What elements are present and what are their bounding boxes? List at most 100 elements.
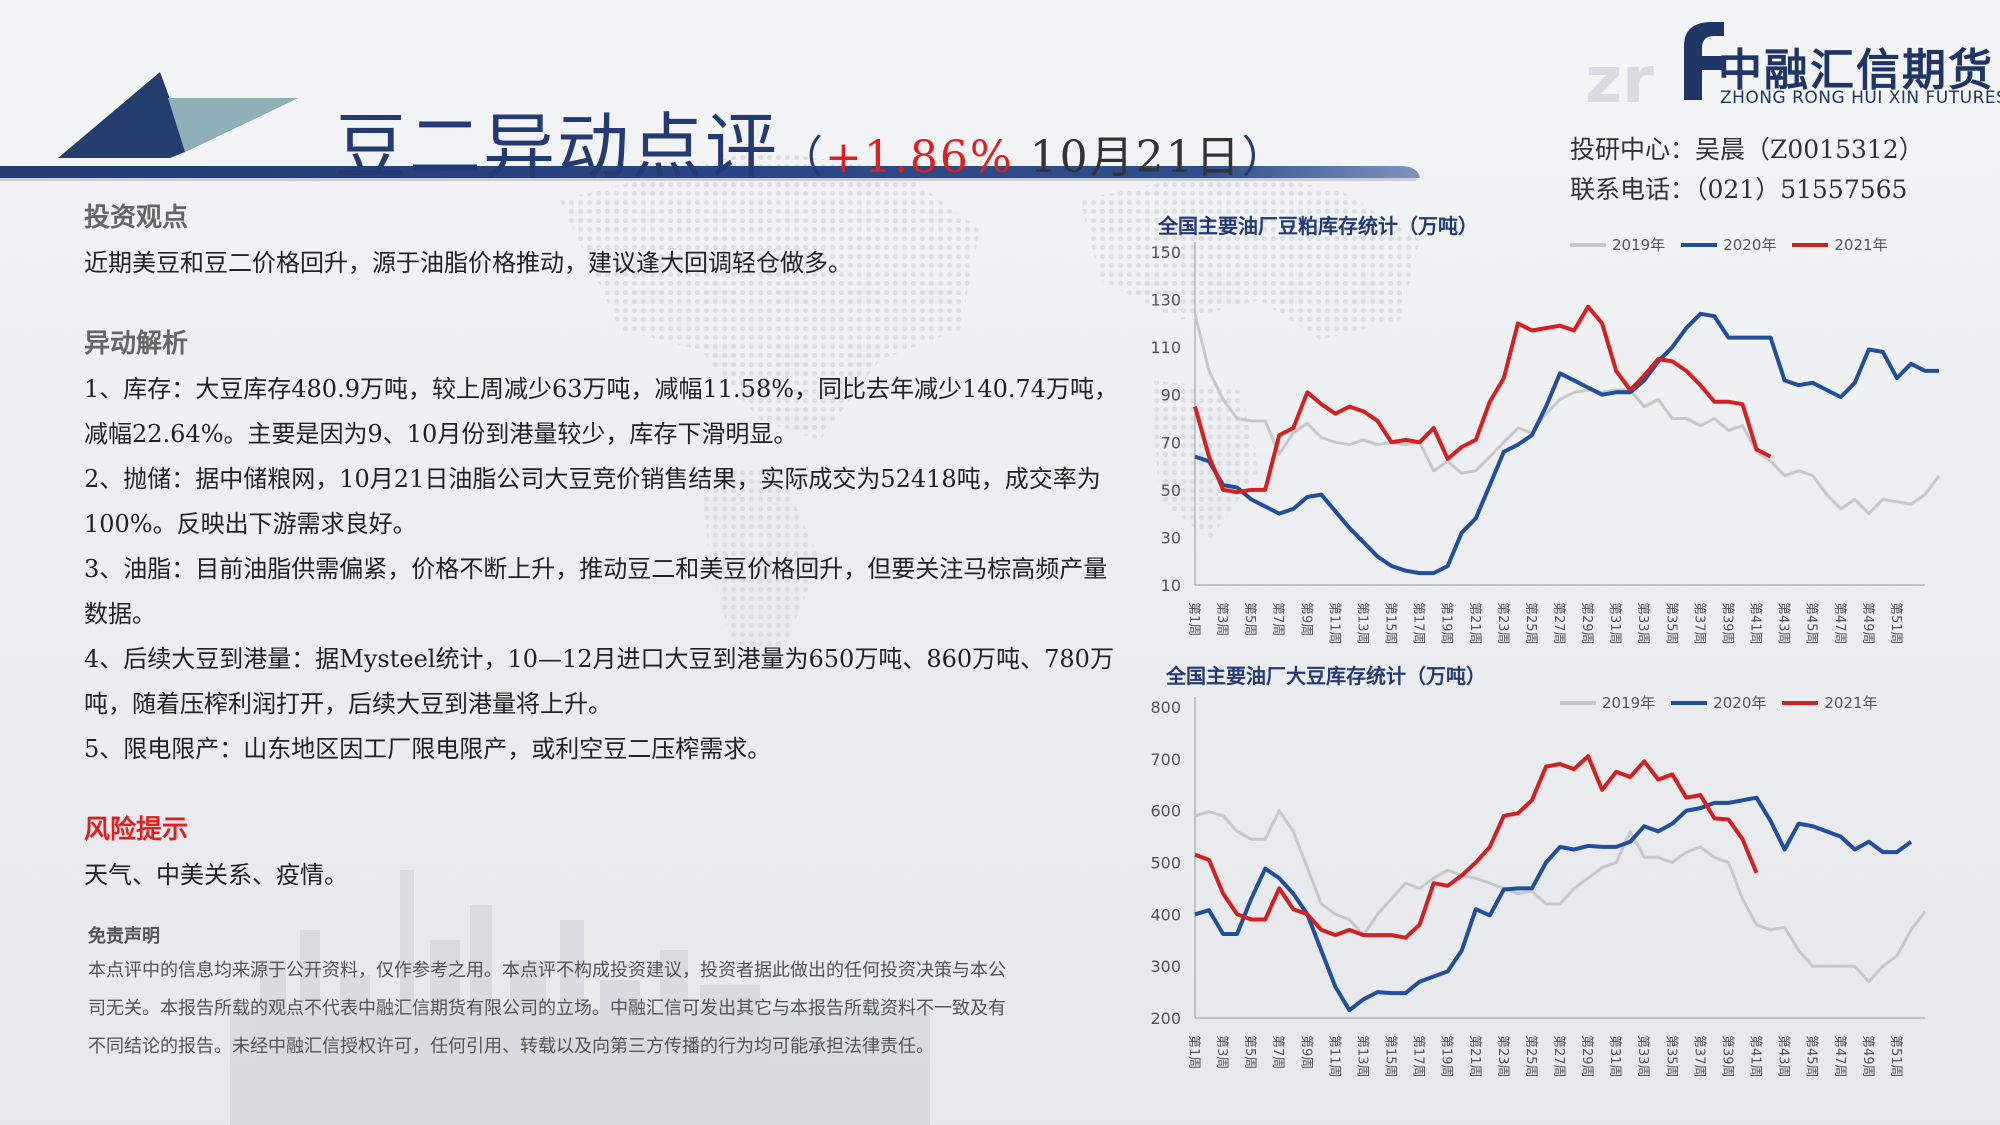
title-date: 10月21日 (1013, 132, 1242, 183)
analysis-item: 1、库存：大豆库存480.9万吨，较上周减少63万吨，减幅11.58%，同比去年… (84, 375, 1119, 448)
x-tick-label: 第45周 (1804, 1035, 1819, 1078)
view-heading: 投资观点 (84, 203, 189, 233)
x-tick-label: 第3周 (1214, 602, 1229, 636)
x-tick-label: 第27周 (1551, 1035, 1566, 1078)
analysis-item: 5、限电限产：山东地区因工厂限电限产，或利空豆二压榨需求。 (84, 735, 772, 763)
x-tick-label: 第39周 (1719, 1035, 1734, 1078)
x-tick-label: 第1周 (1186, 602, 1201, 636)
x-tick-label: 第43周 (1776, 1035, 1791, 1078)
legend-label: 2021年 (1824, 694, 1878, 712)
analysis-item: 3、油脂：目前油脂供需偏紧，价格不断上升，推动豆二和美豆价格回升，但要关注马棕高… (84, 555, 1108, 628)
x-tick-label: 第27周 (1551, 602, 1566, 645)
logo-mark-icon: zr (1585, 22, 1724, 118)
y-tick-label: 700 (1150, 750, 1181, 769)
x-tick-label: 第41周 (1748, 1035, 1763, 1078)
series-line (1193, 313, 1940, 516)
title-change-pct: +1.86% (825, 132, 1014, 183)
series-line (1194, 809, 1927, 984)
page-title: 豆二异动点评（+1.86% 10月21日） (335, 88, 1288, 193)
legend-label: 2021年 (1834, 236, 1888, 254)
analysis-item: 4、后续大豆到港量：据Mysteel统计，10—12月进口大豆到港量为650万吨… (84, 645, 1114, 718)
x-tick-label: 第25周 (1523, 602, 1538, 645)
x-tick-label: 第49周 (1860, 602, 1875, 645)
company-logo-en: ZHONG RONG HUI XIN FUTURES (1720, 88, 2000, 108)
x-tick-label: 第45周 (1804, 602, 1819, 645)
y-tick-label: 800 (1150, 698, 1181, 717)
legend-swatch (1671, 700, 1708, 705)
y-tick-label: 10 (1161, 576, 1181, 595)
contact-phone: 联系电话：（021）51557565 (1570, 175, 1908, 204)
x-tick-label: 第23周 (1495, 602, 1510, 645)
x-tick-label: 第43周 (1776, 602, 1791, 645)
x-tick-label: 第41周 (1748, 602, 1763, 645)
analysis-heading: 异动解析 (84, 329, 189, 359)
y-tick-label: 90 (1161, 386, 1181, 405)
x-tick-label: 第31周 (1607, 1035, 1622, 1078)
x-tick-label: 第29周 (1579, 1035, 1594, 1078)
series-line (1194, 795, 1913, 1013)
x-tick-label: 第7周 (1270, 602, 1285, 636)
x-tick-label: 第25周 (1523, 1035, 1538, 1078)
risk-text: 天气、中美关系、疫情。 (84, 861, 348, 889)
x-tick-label: 第9周 (1298, 602, 1313, 636)
header-band: zr (0, 22, 1724, 181)
y-tick-label: 400 (1150, 905, 1181, 924)
title-close-paren: ） (1241, 132, 1288, 183)
x-tick-label: 第47周 (1832, 1035, 1847, 1078)
x-tick-label: 第17周 (1411, 1035, 1426, 1078)
title-open-paren: （ (779, 132, 826, 183)
y-tick-label: 500 (1150, 854, 1181, 873)
disclaimer: 免责声明 本点评中的信息均来源于公开资料，仅作参考之用。本点评不构成投资建议，投… (88, 922, 1008, 1066)
x-tick-label: 第51周 (1888, 1035, 1903, 1078)
analysis-item: 2、抛储：据中储粮网，10月21日油脂公司大豆竞价销售结果，实际成交为52418… (84, 465, 1101, 538)
chart-title: 全国主要油厂豆粕库存统计（万吨） (1158, 214, 1478, 238)
disclaimer-text: 本点评中的信息均来源于公开资料，仅作参考之用。本点评不构成投资建议，投资者据此做… (88, 960, 1006, 1057)
main-text: 投资观点 近期美豆和豆二价格回升，源于油脂价格推动，建议逢大回调轻仓做多。 异动… (84, 196, 1124, 898)
x-tick-label: 第33周 (1635, 1035, 1650, 1078)
legend-swatch (1560, 700, 1596, 705)
y-tick-label: 50 (1161, 481, 1181, 500)
series-line (1193, 304, 1772, 495)
x-tick-label: 第23周 (1495, 1035, 1510, 1078)
x-tick-label: 第5周 (1242, 602, 1257, 636)
x-tick-label: 第19周 (1439, 1035, 1454, 1078)
legend-label: 2020年 (1713, 694, 1767, 712)
x-tick-label: 第51周 (1888, 602, 1903, 645)
view-text: 近期美豆和豆二价格回升，源于油脂价格推动，建议逢大回调轻仓做多。 (84, 249, 852, 277)
x-tick-label: 第15周 (1383, 602, 1398, 645)
x-tick-label: 第21周 (1467, 602, 1482, 645)
legend-label: 2019年 (1602, 694, 1656, 712)
legend-label: 2019年 (1612, 236, 1666, 254)
x-tick-label: 第13周 (1354, 1035, 1369, 1078)
x-tick-label: 第7周 (1270, 1035, 1285, 1069)
company-logo-cn: 中融汇信期货 (1718, 45, 1994, 96)
legend-swatch (1792, 242, 1829, 247)
y-tick-label: 70 (1161, 433, 1181, 452)
chart-legend: 2019年 2020年 2021年 (1560, 234, 1888, 255)
y-tick-label: 110 (1150, 338, 1181, 357)
x-tick-label: 第3周 (1214, 1035, 1229, 1069)
x-tick-label: 第1周 (1186, 1035, 1201, 1069)
x-tick-label: 第21周 (1467, 1035, 1482, 1078)
legend-swatch (1782, 700, 1819, 705)
x-tick-label: 第29周 (1579, 602, 1594, 645)
legend-label: 2020年 (1723, 236, 1777, 254)
y-tick-label: 600 (1150, 802, 1181, 821)
legend-swatch (1681, 242, 1718, 247)
x-tick-label: 第39周 (1719, 602, 1734, 645)
contact-researcher: 投研中心：吴晨（Z0015312） (1570, 135, 1924, 164)
x-tick-label: 第9周 (1298, 1035, 1313, 1069)
x-tick-label: 第35周 (1663, 1035, 1678, 1078)
svg-text:zr: zr (1585, 44, 1654, 118)
x-tick-label: 第5周 (1242, 1035, 1257, 1069)
y-tick-label: 30 (1161, 528, 1181, 547)
x-tick-label: 第35周 (1663, 602, 1678, 645)
x-tick-label: 第17周 (1411, 602, 1426, 645)
disclaimer-heading: 免责声明 (88, 926, 160, 947)
x-tick-label: 第47周 (1832, 602, 1847, 645)
x-tick-label: 第19周 (1439, 602, 1454, 645)
x-tick-label: 第31周 (1607, 602, 1622, 645)
x-tick-label: 第49周 (1860, 1035, 1875, 1078)
title-main: 豆二异动点评 (335, 105, 780, 189)
